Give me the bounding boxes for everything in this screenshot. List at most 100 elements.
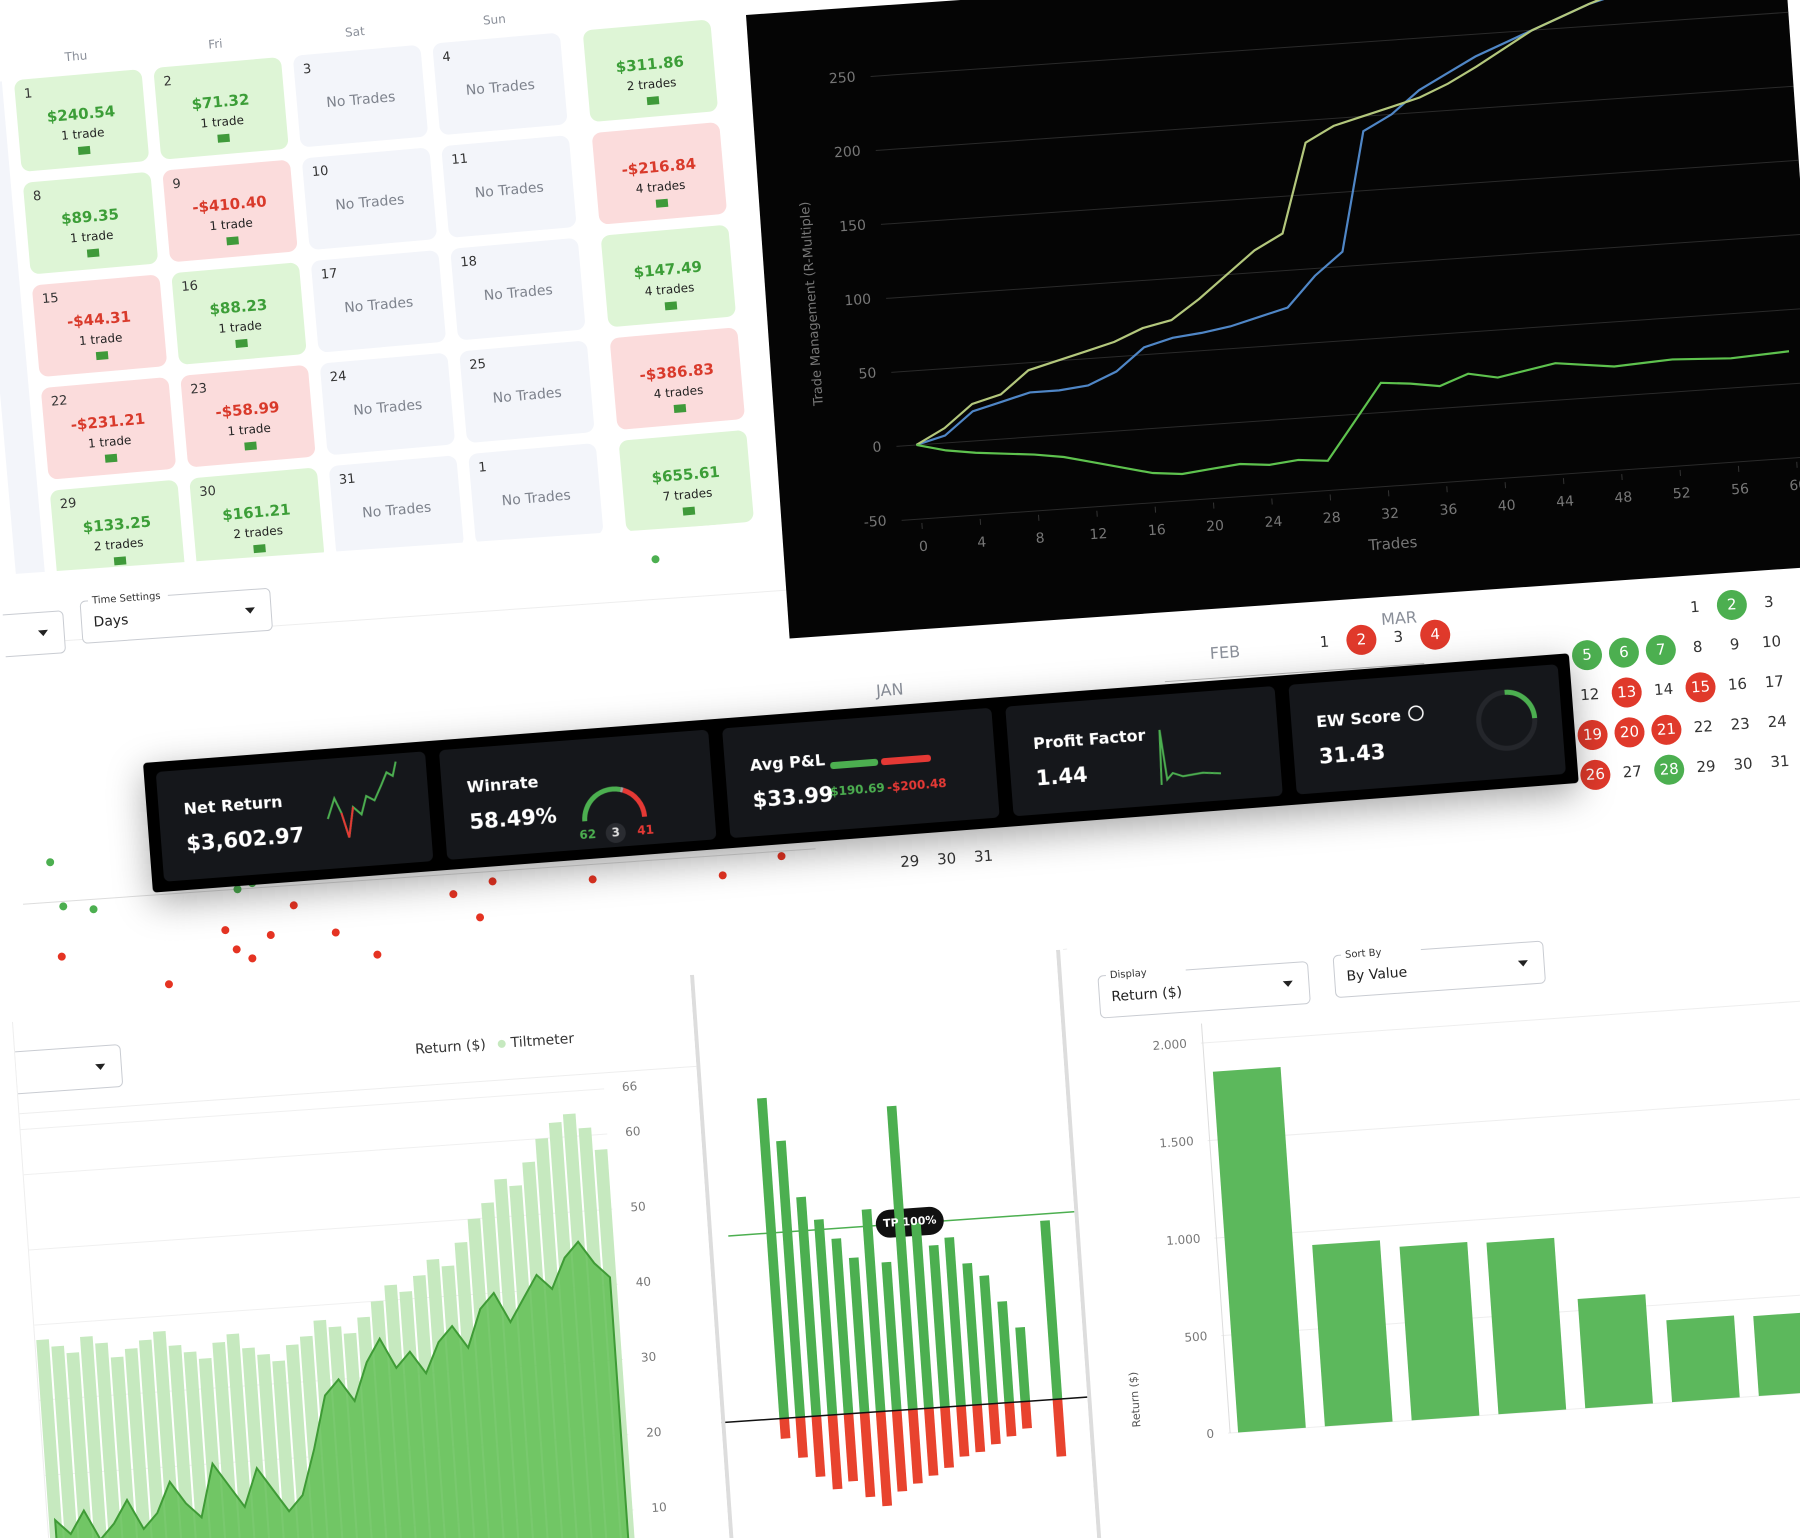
mini-day: 4 — [1430, 625, 1441, 644]
day-pnl: $133.25 — [82, 513, 152, 537]
mini-day: 21 — [1656, 720, 1676, 739]
sparkline-dip — [340, 806, 354, 838]
day-cell — [41, 377, 176, 480]
grid-line — [886, 233, 1800, 299]
loss-bar — [907, 1408, 923, 1484]
grid-line — [891, 307, 1800, 373]
day-badge — [1614, 717, 1645, 748]
y-axis — [1200, 1023, 1231, 1434]
gauge-count: 3 — [611, 825, 620, 840]
y-axis-label: Return ($) — [1127, 1371, 1144, 1427]
no-trades: No Trades — [492, 385, 562, 407]
stat-card — [1288, 664, 1566, 795]
day-pnl: $161.21 — [222, 500, 292, 524]
bar — [1666, 1315, 1740, 1403]
ew-arc — [1504, 689, 1538, 719]
dot — [248, 954, 257, 963]
gauge-count: 41 — [637, 823, 655, 838]
stat-value: 31.43 — [1318, 740, 1386, 769]
tp-pill — [875, 1206, 944, 1238]
day-cell — [154, 57, 289, 159]
day-number: 22 — [50, 393, 68, 409]
gauge-segment — [582, 786, 621, 822]
mini-day: 16 — [1727, 675, 1747, 694]
dropdown-caret — [37, 629, 48, 637]
day-number: 31 — [338, 472, 356, 488]
dot — [89, 905, 98, 914]
panel-edge — [690, 974, 738, 1538]
legend-entry: Return ($) — [415, 1037, 487, 1058]
day-cell — [163, 160, 298, 262]
win-bar — [830, 758, 879, 770]
trade-indicator — [673, 403, 687, 413]
day-number: 23 — [190, 381, 208, 397]
day-badge — [1346, 624, 1377, 655]
loss-bar — [1004, 1402, 1017, 1437]
y-tick-label: -50 — [863, 513, 887, 531]
loss-bar — [811, 1415, 826, 1478]
win-bar — [881, 1261, 902, 1411]
dot — [59, 902, 68, 911]
win-bar — [831, 1238, 854, 1415]
mini-day: 5 — [1582, 645, 1593, 664]
x-tick-label: 4 — [977, 535, 987, 552]
tilt-bar — [124, 1348, 156, 1538]
day-trades: 1 trade — [87, 433, 132, 451]
no-trades: No Trades — [362, 500, 432, 522]
day-badge — [1611, 677, 1642, 708]
day-cell — [601, 225, 736, 327]
trade-indicator — [664, 301, 678, 311]
y-tick-label: 100 — [844, 291, 872, 309]
legend-entry: Tiltmeter — [509, 1031, 575, 1051]
mini-day: 30 — [937, 849, 957, 868]
sparkline — [326, 761, 397, 838]
no-trades: No Trades — [501, 487, 571, 509]
win-bar — [861, 1209, 886, 1412]
dot — [476, 913, 485, 922]
weekday: Fri — [208, 36, 223, 51]
grid-line — [1214, 1194, 1800, 1239]
stat-card — [722, 708, 1000, 838]
y-tick-label: 200 — [834, 144, 862, 162]
month-name: MAR — [1380, 607, 1417, 628]
mini-day: 7 — [1655, 640, 1666, 659]
day-badge — [1651, 714, 1682, 745]
y-axis-label: Trade Management (R-Multiple) — [798, 201, 827, 407]
stat-card — [439, 729, 717, 860]
grid-line — [1207, 1096, 1800, 1142]
day-number: 15 — [41, 291, 59, 307]
y-tick-label: 50 — [630, 1199, 646, 1214]
return-chart-panel: Display Return ($) Sort By By Value 0 500 1.00… — [1056, 896, 1800, 1538]
y-tick-label: 40 — [635, 1275, 651, 1290]
day-number: 11 — [451, 152, 469, 168]
win-bar — [776, 1140, 806, 1418]
dropdown-value: Return ($) — [1111, 984, 1183, 1005]
pf-sparkline — [1158, 729, 1222, 785]
loss-bar — [827, 1414, 843, 1490]
day-number: 8 — [32, 189, 42, 205]
dot — [233, 885, 242, 894]
y-tick-label: 50 — [858, 365, 877, 382]
dot — [289, 901, 298, 910]
dropdown — [0, 610, 66, 660]
x-tick-label: 60 — [1789, 477, 1800, 494]
day-cell — [23, 172, 158, 274]
dropdown — [12, 1044, 123, 1096]
grid-line — [23, 1133, 608, 1176]
mini-day: 28 — [1659, 760, 1679, 779]
day-cell — [180, 365, 315, 467]
axis-line — [22, 845, 862, 905]
loss-bar — [972, 1404, 986, 1453]
dot — [488, 877, 497, 886]
day-badge — [1577, 719, 1608, 750]
mini-day: 29 — [900, 852, 920, 871]
day-cell — [32, 275, 167, 377]
tilt-bar — [110, 1356, 141, 1538]
mini-day: 15 — [1690, 677, 1710, 696]
weekday: Sun — [482, 12, 506, 28]
win-bar — [1015, 1326, 1031, 1402]
dot — [777, 852, 786, 861]
win-bar — [796, 1196, 822, 1417]
grid-line — [870, 11, 1789, 77]
